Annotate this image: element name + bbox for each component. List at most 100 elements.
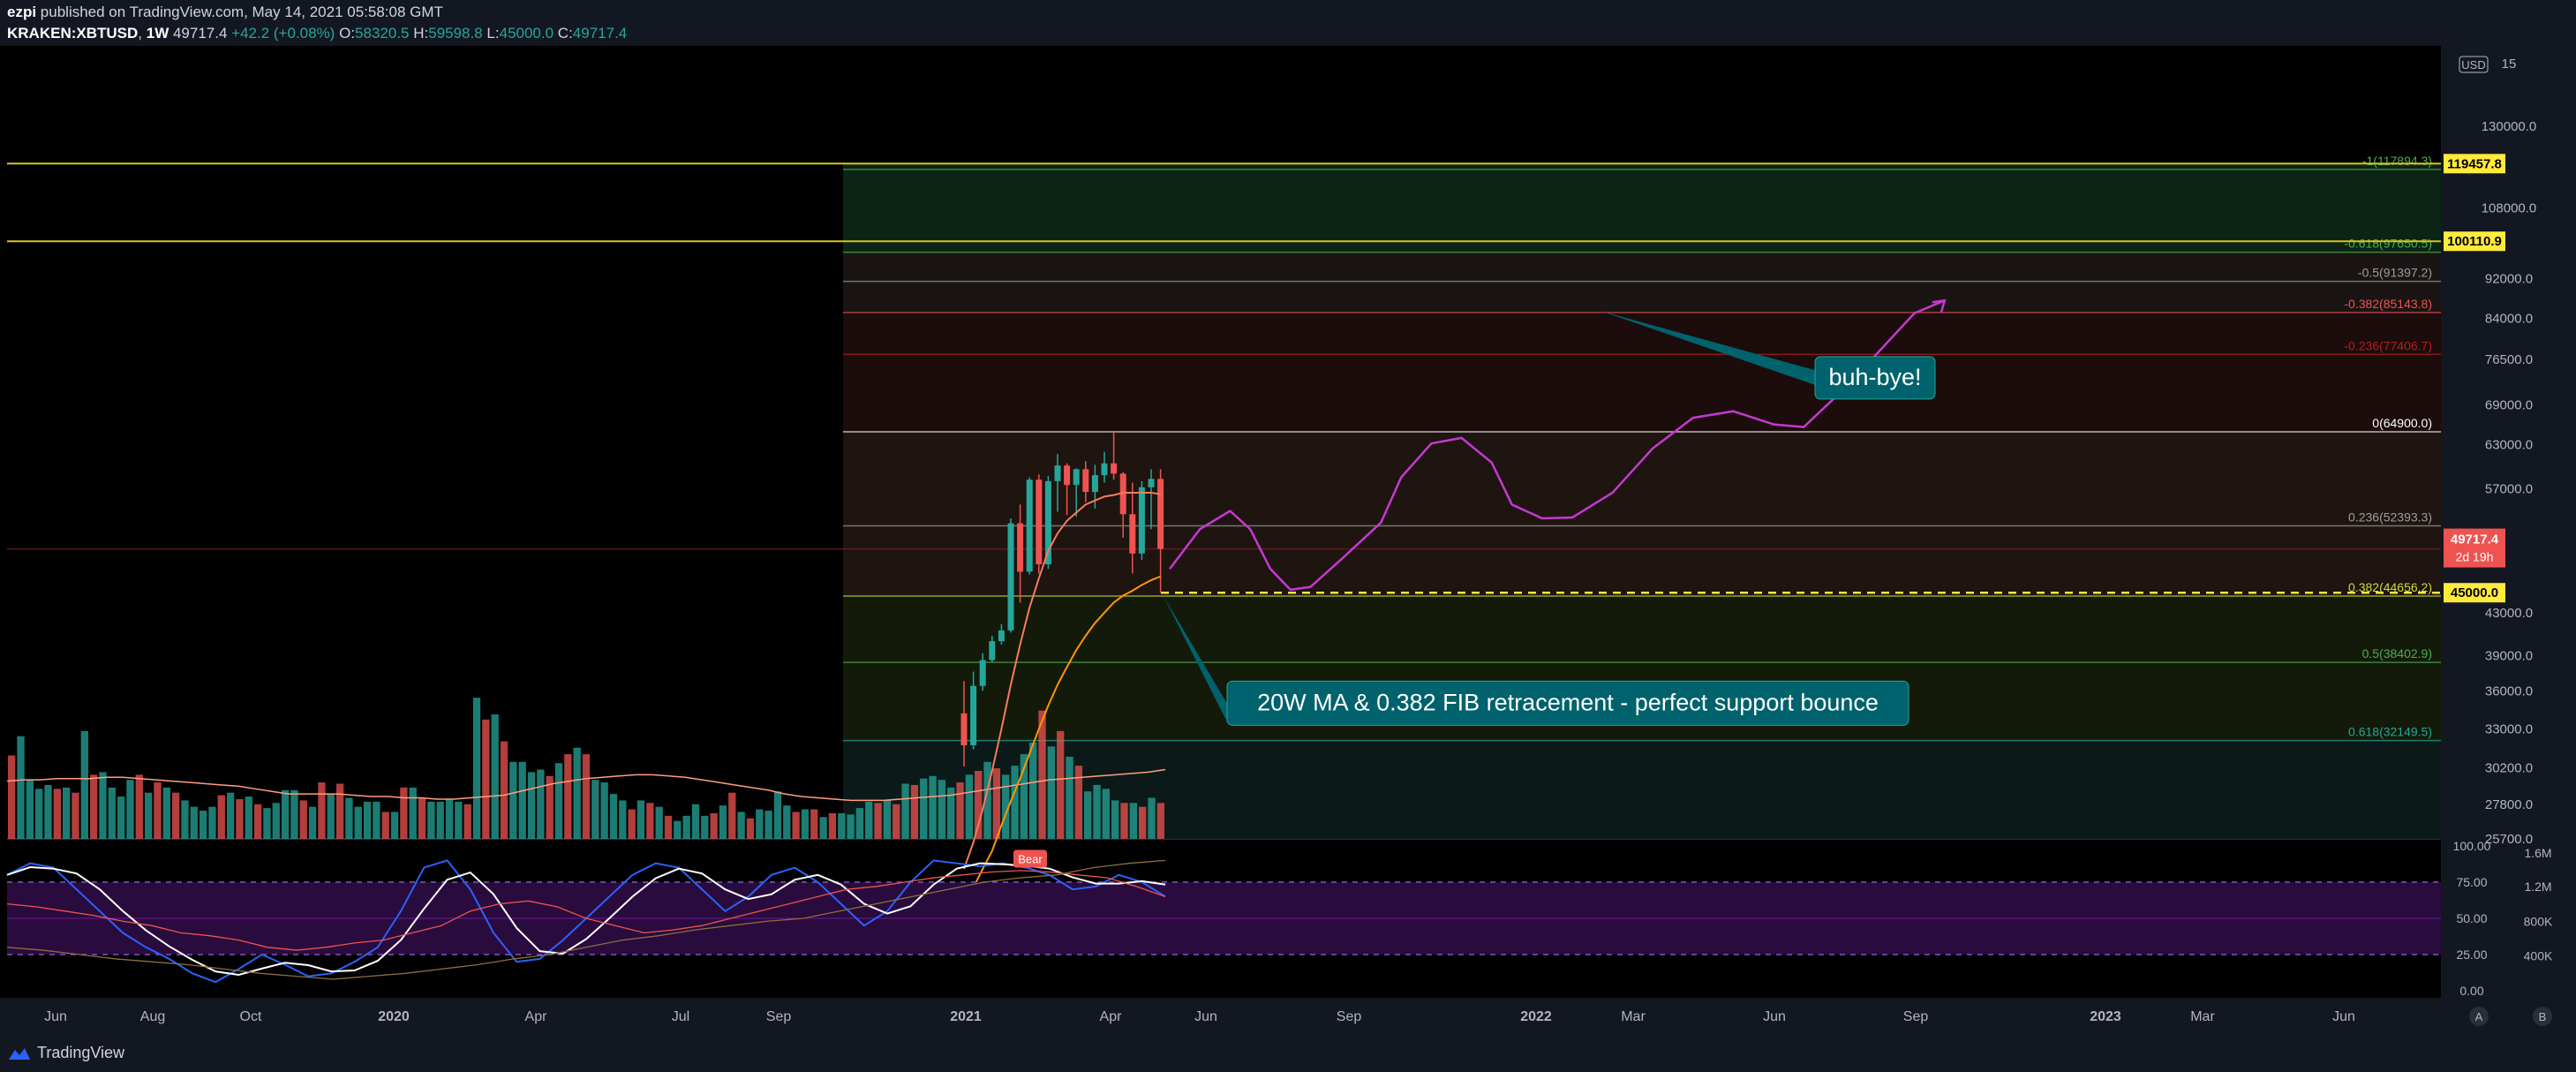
time-axis-tick: Jul [672, 1009, 689, 1024]
volume-bar [582, 754, 591, 839]
candle-body [1044, 480, 1051, 565]
volume-bar [99, 772, 107, 839]
volume-bar [554, 763, 563, 839]
log-scale-button-bg [2533, 1007, 2552, 1026]
candle-body [989, 641, 996, 661]
volume-bar [1011, 766, 1019, 839]
time-axis-tick: Sep [766, 1009, 792, 1024]
volume-bar [354, 806, 362, 839]
price-axis-tick: 84000.0 [2485, 312, 2533, 327]
volume-bar [855, 808, 864, 839]
volume-bar [527, 772, 536, 839]
fib-zone-band [843, 312, 2441, 432]
candle-body [1101, 463, 1108, 476]
volume-bar [418, 797, 426, 839]
volume-bar [17, 736, 25, 839]
volume-bar [773, 791, 782, 839]
volume-bar [345, 797, 353, 839]
volume-bar [245, 796, 252, 839]
volume-bar [929, 775, 937, 839]
ma-20w-line [963, 575, 1161, 908]
volume-bar [719, 805, 727, 839]
symbol-name[interactable]: KRAKEN:XBTUSD [7, 25, 139, 42]
callout-text: buh-bye! [1828, 364, 1921, 390]
volume-bar [865, 801, 873, 839]
volume-bar [272, 803, 280, 839]
volume-bar [710, 812, 718, 839]
time-axis-tick: Mar [1621, 1009, 1646, 1024]
price-axis-tick: 36000.0 [2485, 683, 2533, 698]
brand-name: TradingView [37, 1044, 125, 1061]
volume-bar [236, 798, 244, 839]
volume-bar [564, 754, 572, 839]
volume-bar [956, 782, 964, 839]
volume-bar [445, 798, 454, 839]
author-name[interactable]: ezpi [7, 4, 37, 20]
volume-bar [80, 730, 88, 839]
fib-zone-band [843, 163, 2441, 253]
volume-bar [756, 809, 764, 839]
volume-bar [947, 787, 955, 839]
time-axis-tick: 2021 [950, 1009, 982, 1024]
chart-footer: TradingView [0, 1035, 2576, 1072]
callout-pointer [1600, 310, 1819, 387]
callout-pointer [1164, 596, 1236, 719]
fib-level-label: 0.236(52393.3) [2348, 510, 2432, 525]
volume-bar [838, 812, 846, 839]
volume-bar [390, 812, 399, 839]
candle-body [1026, 479, 1033, 572]
price-axis-tick: 43000.0 [2485, 606, 2533, 621]
candle-body [1138, 487, 1145, 554]
interval-label[interactable]: 1W [146, 25, 169, 42]
fib-level-label: 0.382(44656.2) [2348, 580, 2432, 594]
fib-level-label: -0.382(85143.8) [2344, 297, 2432, 311]
volume-bar [327, 794, 335, 839]
volume-bar [217, 795, 225, 839]
volume-bar [609, 794, 618, 839]
volume-bar [26, 780, 34, 839]
tradingview-brand[interactable]: TradingView [7, 1044, 124, 1062]
volume-bar [263, 808, 271, 839]
volume-bar [1139, 806, 1147, 839]
volume-bar [537, 769, 545, 839]
open-value: 58320.5 [355, 25, 410, 42]
volume-bar [509, 761, 517, 839]
fib-level-label: -0.236(77406.7) [2344, 338, 2432, 352]
volume-bar [409, 787, 417, 839]
volume-bar [135, 774, 143, 839]
volume-bar [765, 811, 772, 839]
publication-info: ezpi published on TradingView.com, May 1… [7, 4, 443, 21]
price-axis-tick: 57000.0 [2485, 482, 2533, 497]
price-axis-tick: 63000.0 [2485, 438, 2533, 453]
price-axis-tick: 33000.0 [2485, 722, 2533, 737]
close-label: C: [557, 25, 573, 42]
volume-bar [646, 803, 654, 839]
volume-bar [171, 792, 180, 839]
price-axis-tick: 27800.0 [2485, 797, 2533, 812]
auto-scale-button: A [2475, 1010, 2483, 1023]
volume-bar [628, 809, 636, 839]
fib-level-label: 0.5(38402.9) [2362, 646, 2432, 661]
price-axis-tick: 39000.0 [2485, 648, 2533, 663]
price-label-countdown: 2d 19h [2456, 550, 2494, 564]
fib-zone-band [843, 431, 2441, 597]
time-axis-tick: Jun [2332, 1009, 2355, 1024]
price-axis-tick: 92000.0 [2485, 271, 2533, 286]
fib-level-label: -1(117894.3) [2362, 154, 2432, 168]
price-chart[interactable]: -1(117894.3) -0.618(97650.5) -0.5(91397.2)… [0, 46, 2576, 1035]
volume-bar [472, 698, 481, 839]
candle-body [1007, 523, 1014, 630]
candle-body [1036, 479, 1043, 565]
volume-axis-tick: 1.6M [2524, 846, 2551, 860]
low-label: L: [486, 25, 500, 42]
price-axis-tick: 76500.0 [2485, 352, 2533, 367]
volume-bar [591, 780, 599, 839]
volume-bar [737, 812, 745, 839]
fib-level-label: -0.5(91397.2) [2358, 266, 2432, 280]
price-axis-tick: 108000.0 [2482, 200, 2537, 215]
price-axis-tick: 130000.0 [2482, 119, 2537, 134]
volume-bar [920, 778, 928, 839]
volume-bar [463, 804, 471, 839]
candle-body [998, 630, 1005, 642]
volume-bar [208, 806, 216, 839]
